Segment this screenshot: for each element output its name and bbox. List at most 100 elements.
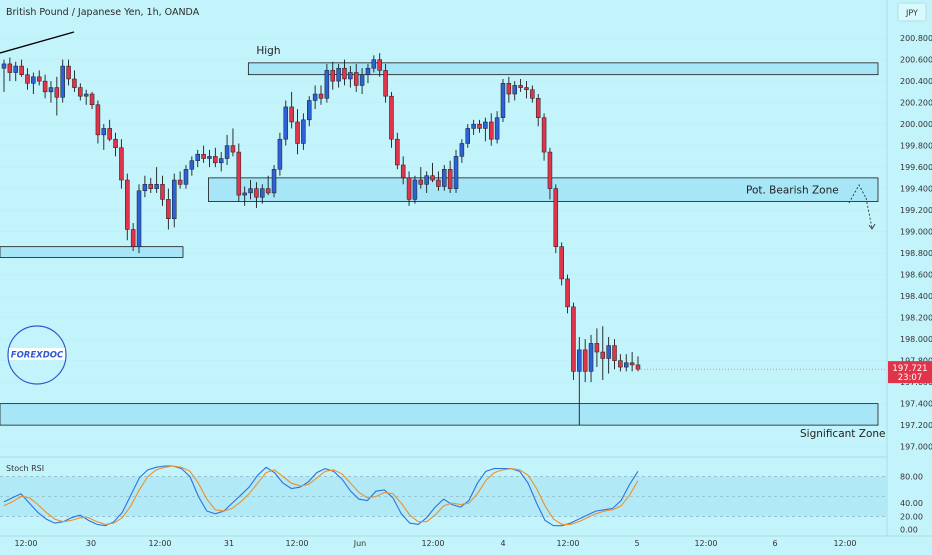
candle-down[interactable] xyxy=(629,362,635,366)
candle-down[interactable] xyxy=(565,278,570,308)
candle-down[interactable] xyxy=(125,179,130,230)
candle-down[interactable] xyxy=(213,156,218,164)
candle-up[interactable] xyxy=(31,76,36,84)
candle-up[interactable] xyxy=(283,106,289,140)
candle-down[interactable] xyxy=(113,138,118,149)
candle-up[interactable] xyxy=(218,158,224,164)
candle-up[interactable] xyxy=(154,184,159,189)
trend-line[interactable] xyxy=(0,31,75,54)
candle-down[interactable] xyxy=(383,70,388,97)
candle-down[interactable] xyxy=(54,87,60,98)
candle-up[interactable] xyxy=(60,65,65,98)
candle-up[interactable] xyxy=(312,93,318,101)
candle-down[interactable] xyxy=(553,188,559,247)
candle-down[interactable] xyxy=(160,184,165,200)
projection-up-path[interactable] xyxy=(848,184,867,204)
candle-up[interactable] xyxy=(424,175,429,185)
stoch-series-d[interactable] xyxy=(3,465,639,525)
candle-down[interactable] xyxy=(177,179,183,185)
candle-up[interactable] xyxy=(371,59,377,69)
candle-down[interactable] xyxy=(571,306,576,372)
candle-down[interactable] xyxy=(418,179,424,185)
candle-up[interactable] xyxy=(471,123,476,129)
candle-down[interactable] xyxy=(547,151,553,189)
candle-down[interactable] xyxy=(377,59,382,71)
candle-down[interactable] xyxy=(518,85,523,88)
candle-up[interactable] xyxy=(136,190,142,247)
candle-up[interactable] xyxy=(453,156,459,189)
candle-up[interactable] xyxy=(465,128,471,144)
candle-down[interactable] xyxy=(400,164,406,179)
candle-down[interactable] xyxy=(506,83,512,95)
zone-left-support-zone[interactable] xyxy=(0,246,184,258)
candle-down[interactable] xyxy=(36,76,42,82)
candle-down[interactable] xyxy=(107,128,112,140)
candle-down[interactable] xyxy=(430,175,435,181)
candle-down[interactable] xyxy=(524,87,529,90)
candle-up[interactable] xyxy=(324,70,330,99)
zone-pot-bearish-zone[interactable] xyxy=(208,177,879,202)
candle-down[interactable] xyxy=(289,106,294,123)
candle-down[interactable] xyxy=(635,364,641,370)
candle-down[interactable] xyxy=(342,67,347,80)
candle-down[interactable] xyxy=(72,78,77,88)
candle-up[interactable] xyxy=(588,343,594,372)
candle-up[interactable] xyxy=(183,169,189,185)
candle-up[interactable] xyxy=(277,138,283,170)
candle-up[interactable] xyxy=(365,67,371,75)
candle-up[interactable] xyxy=(301,119,306,144)
candle-up[interactable] xyxy=(307,100,312,121)
candle-down[interactable] xyxy=(148,184,154,189)
candle-down[interactable] xyxy=(600,351,606,359)
candle-down[interactable] xyxy=(318,93,324,99)
candle-down[interactable] xyxy=(535,98,541,118)
candle-down[interactable] xyxy=(612,345,617,361)
candle-down[interactable] xyxy=(78,87,83,97)
candle-down[interactable] xyxy=(436,179,441,187)
candle-down[interactable] xyxy=(559,246,564,280)
candle-up[interactable] xyxy=(606,345,611,359)
candle-down[interactable] xyxy=(395,138,400,166)
candle-down[interactable] xyxy=(541,117,547,153)
candle-up[interactable] xyxy=(348,72,353,80)
candle-down[interactable] xyxy=(7,63,13,73)
candle-up[interactable] xyxy=(83,93,89,97)
candle-down[interactable] xyxy=(236,151,242,196)
candle-up[interactable] xyxy=(48,87,54,93)
candle-down[interactable] xyxy=(166,199,171,219)
candle-down[interactable] xyxy=(295,121,300,144)
candle-down[interactable] xyxy=(66,65,71,80)
candle-up[interactable] xyxy=(512,85,517,95)
candle-up[interactable] xyxy=(242,192,247,196)
candle-down[interactable] xyxy=(42,80,48,93)
candle-down[interactable] xyxy=(594,343,600,353)
projection-down-path[interactable] xyxy=(865,197,873,229)
candle-up[interactable] xyxy=(500,83,506,118)
candle-up[interactable] xyxy=(271,169,277,194)
candle-down[interactable] xyxy=(95,104,101,136)
candle-down[interactable] xyxy=(618,360,623,368)
candle-up[interactable] xyxy=(101,128,107,136)
candle-down[interactable] xyxy=(265,188,271,194)
candle-up[interactable] xyxy=(459,143,465,157)
candle-down[interactable] xyxy=(330,70,335,82)
candle-down[interactable] xyxy=(406,177,412,200)
candle-down[interactable] xyxy=(477,123,482,129)
candle-down[interactable] xyxy=(447,169,453,189)
candle-up[interactable] xyxy=(336,67,341,82)
candle-up[interactable] xyxy=(224,145,230,159)
candle-down[interactable] xyxy=(530,89,535,99)
currency-button-box[interactable] xyxy=(897,2,927,22)
candle-up[interactable] xyxy=(13,65,18,73)
candle-up[interactable] xyxy=(195,153,200,161)
candle-up[interactable] xyxy=(248,188,253,194)
candle-up[interactable] xyxy=(483,121,488,129)
candle-up[interactable] xyxy=(494,117,500,140)
candle-up[interactable] xyxy=(1,63,7,69)
candle-down[interactable] xyxy=(119,147,124,181)
candle-up[interactable] xyxy=(442,169,447,187)
candle-up[interactable] xyxy=(624,362,629,368)
candle-up[interactable] xyxy=(412,179,418,200)
candle-up[interactable] xyxy=(142,184,148,192)
candle-up[interactable] xyxy=(260,188,265,198)
